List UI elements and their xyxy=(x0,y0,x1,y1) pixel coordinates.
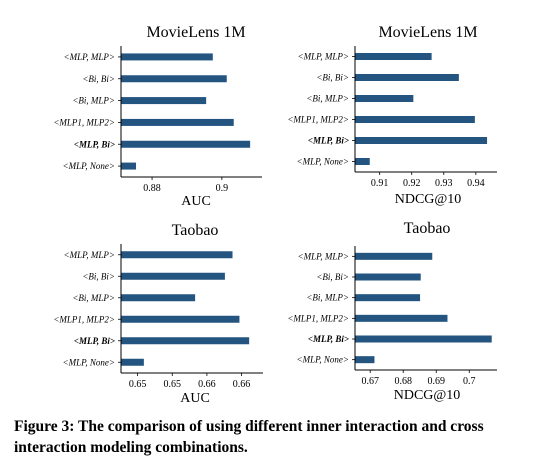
category-label: <MLP, None> xyxy=(297,157,349,167)
chart-panel-1: MovieLens 1M <MLP, MLP> <Bi, Bi> <Bi, MLP> <… xyxy=(53,24,262,209)
chart-title: Taobao xyxy=(404,220,451,237)
bar-2 xyxy=(121,272,225,280)
category-label: <MLP, None> xyxy=(297,355,349,365)
x-tick-label: 0.93 xyxy=(435,178,453,189)
bar-2 xyxy=(355,273,421,281)
bar-3 xyxy=(121,294,196,302)
x-axis-label: AUC xyxy=(180,391,210,406)
category-label: <MLP1, MLP2> xyxy=(287,115,349,125)
chart-panel-2: MovieLens 1M <MLP, MLP> <Bi, Bi> <Bi, MLP> <… xyxy=(287,24,497,207)
category-label: <MLP, Bi> xyxy=(74,139,115,149)
bar-3 xyxy=(355,95,414,102)
category-label: <MLP, MLP> xyxy=(298,52,350,62)
bar-2 xyxy=(121,75,227,83)
x-axis-label: NDCG@10 xyxy=(395,192,462,207)
bar-1 xyxy=(121,53,213,61)
category-label: <MLP, Bi> xyxy=(308,334,349,344)
category-label: <Bi, Bi> xyxy=(82,271,115,281)
x-tick-label: 0.7 xyxy=(463,376,476,387)
x-axis-label: NDCG@10 xyxy=(394,388,461,403)
bar-5 xyxy=(121,337,250,345)
figure-caption: Figure 3: The comparison of using differ… xyxy=(14,418,484,456)
x-tick-label: 0.66 xyxy=(233,379,251,390)
category-label: <Bi, MLP> xyxy=(72,293,115,303)
bar-5 xyxy=(355,137,488,144)
x-tick-label: 0.65 xyxy=(164,379,182,390)
x-tick-label: 0.69 xyxy=(427,376,445,387)
category-label: <MLP1, MLP2> xyxy=(53,314,115,324)
chart-panel-4: Taobao <MLP, MLP> <Bi, Bi> <Bi, MLP> <MLP1, … xyxy=(287,220,497,403)
category-label: <Bi, Bi> xyxy=(82,74,115,84)
bar-6 xyxy=(355,158,370,165)
x-tick-label: 0.65 xyxy=(129,379,147,390)
chart-panel-3: Taobao <MLP, MLP> <Bi, Bi> <Bi, MLP> <MLP1, … xyxy=(53,222,263,406)
category-label: <MLP, MLP> xyxy=(64,52,116,62)
x-tick-label: 0.67 xyxy=(361,376,379,387)
bar-1 xyxy=(121,251,233,259)
category-label: <Bi, MLP> xyxy=(72,96,115,106)
category-label: <Bi, MLP> xyxy=(306,94,349,104)
category-label: <MLP1, MLP2> xyxy=(53,117,115,127)
bar-4 xyxy=(355,116,475,123)
bar-3 xyxy=(121,97,207,105)
category-label: <MLP, MLP> xyxy=(64,250,116,260)
x-tick-label: 0.94 xyxy=(467,178,485,189)
bar-6 xyxy=(355,356,375,364)
category-label: <MLP1, MLP2> xyxy=(287,313,349,323)
bar-2 xyxy=(355,74,459,81)
x-tick-label: 0.88 xyxy=(143,183,161,194)
x-tick-label: 0.68 xyxy=(394,376,412,387)
x-tick-label: 0.66 xyxy=(198,379,216,390)
bar-4 xyxy=(355,314,448,322)
chart-title: MovieLens 1M xyxy=(378,24,477,41)
bar-1 xyxy=(355,53,432,60)
bar-5 xyxy=(121,140,251,148)
category-label: <Bi, Bi> xyxy=(316,272,349,282)
bar-6 xyxy=(121,162,137,170)
x-axis-label: AUC xyxy=(181,194,211,209)
category-label: <MLP, MLP> xyxy=(298,251,350,261)
bar-3 xyxy=(355,294,421,302)
x-tick-label: 0.91 xyxy=(371,178,389,189)
chart-title: MovieLens 1M xyxy=(146,24,245,41)
bar-4 xyxy=(121,315,240,323)
bar-5 xyxy=(355,335,492,343)
x-tick-label: 0.92 xyxy=(403,178,421,189)
figure-3: MovieLens 1M <MLP, MLP> <Bi, Bi> <Bi, MLP> <… xyxy=(53,24,497,406)
bar-6 xyxy=(121,358,144,366)
bar-1 xyxy=(355,252,433,260)
category-label: <MLP, Bi> xyxy=(308,136,349,146)
bar-4 xyxy=(121,118,234,126)
category-label: <MLP, None> xyxy=(63,161,115,171)
category-label: <MLP, None> xyxy=(63,357,115,367)
category-label: <Bi, Bi> xyxy=(316,73,349,83)
category-label: <MLP, Bi> xyxy=(74,336,115,346)
chart-title: Taobao xyxy=(172,222,219,239)
category-label: <Bi, MLP> xyxy=(306,293,349,303)
x-tick-label: 0.9 xyxy=(216,183,229,194)
